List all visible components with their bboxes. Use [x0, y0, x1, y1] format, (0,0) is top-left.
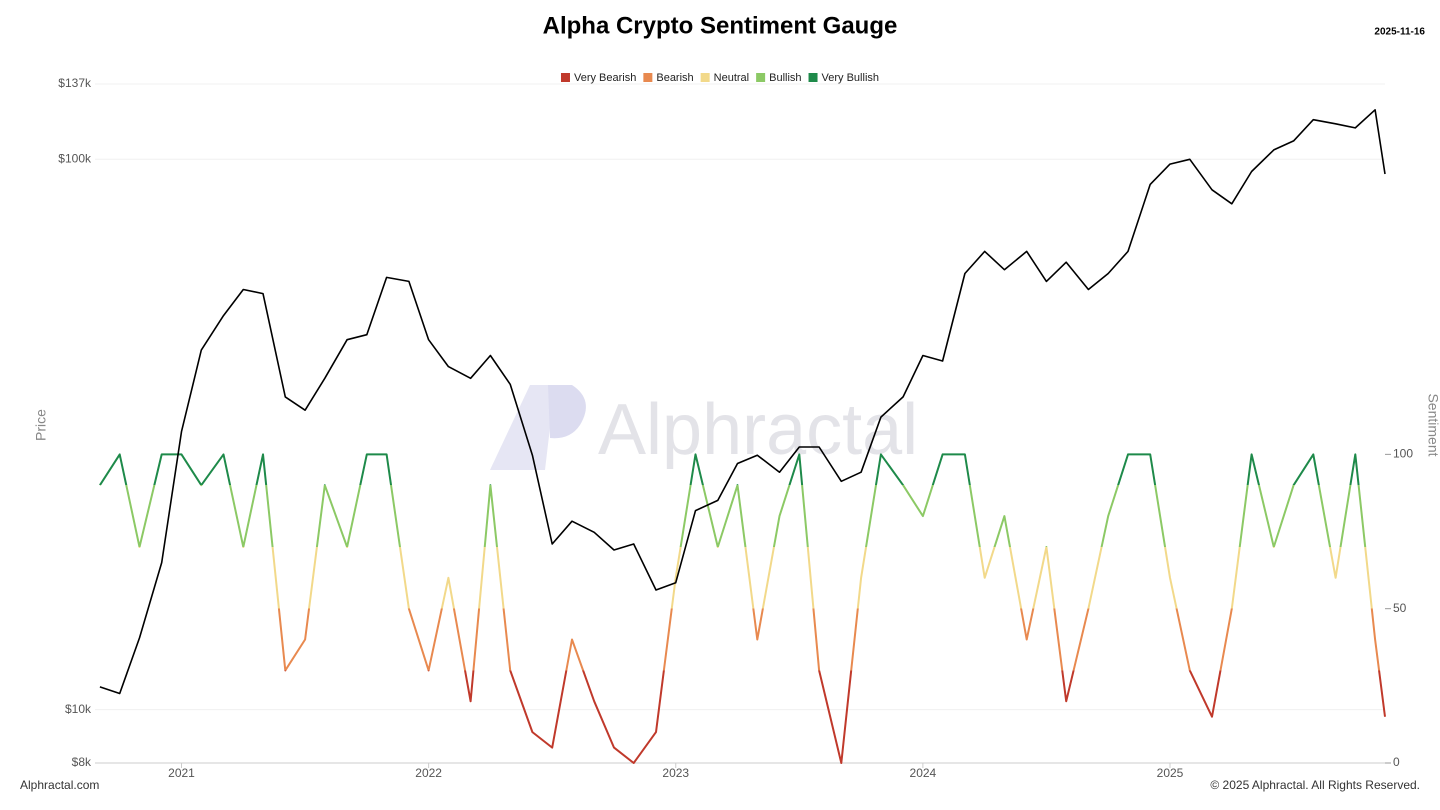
legend-swatch — [700, 73, 710, 82]
y-axis-label: Price — [33, 409, 49, 441]
sentiment-line — [99, 453, 1386, 764]
legend-label: Bullish — [769, 72, 801, 84]
x-tick-label: 2024 — [910, 766, 937, 780]
legend-swatch — [560, 73, 570, 82]
y-tick-label: $137k — [58, 76, 92, 90]
copyright: © 2025 Alphractal. All Rights Reserved. — [1210, 778, 1420, 792]
watermark-logo — [490, 385, 555, 470]
y-tick-label: $10k — [65, 702, 92, 716]
legend-label: Neutral — [714, 72, 749, 84]
watermark-text: Alphractal — [598, 390, 918, 470]
y2-tick-label: 50 — [1393, 601, 1407, 615]
y-tick-label: $100k — [58, 151, 92, 165]
legend: Very Bearish Bearish Neutral Bullish Very Bu… — [560, 72, 879, 84]
x-tick-label: 2022 — [415, 766, 442, 780]
watermark: Alphractal — [490, 385, 918, 470]
legend-label: Bearish — [656, 72, 693, 84]
chart-title: Alpha Crypto Sentiment Gauge — [543, 12, 898, 39]
watermark-logo — [548, 385, 586, 439]
y2-tick-label: 100 — [1393, 447, 1413, 461]
y-tick-label: $8k — [72, 755, 92, 769]
date: 2025-11-16 — [1374, 27, 1425, 38]
x-tick-label: 2025 — [1157, 766, 1184, 780]
y2-tick-label: 0 — [1393, 755, 1400, 769]
x-tick-label: 2021 — [168, 766, 195, 780]
legend-swatch — [756, 73, 766, 82]
price-line — [99, 109, 1386, 695]
source: Alphractal.com — [20, 778, 99, 792]
legend-label: Very Bearish — [574, 72, 636, 84]
y2-axis-label: Sentiment — [1425, 393, 1440, 456]
legend-swatch — [643, 73, 653, 82]
x-tick-label: 2023 — [662, 766, 689, 780]
legend-swatch — [808, 73, 818, 82]
legend-label: Very Bullish — [822, 72, 879, 84]
